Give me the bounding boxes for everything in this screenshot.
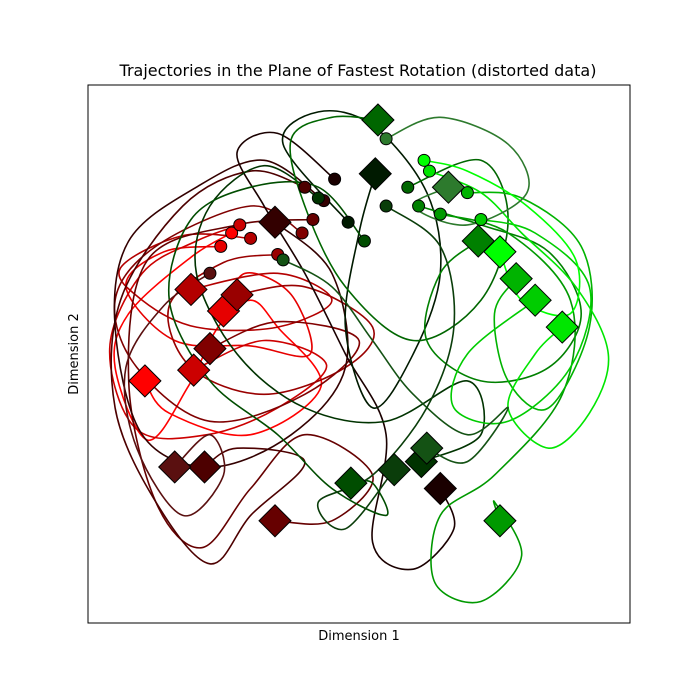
start-marker-7: [306, 213, 320, 226]
end-marker-18: [518, 283, 552, 317]
end-marker-8: [187, 450, 222, 484]
end-marker-9: [258, 205, 292, 239]
end-marker-22: [410, 431, 444, 465]
end-marker-17: [499, 261, 533, 296]
trajectory-line-18: [450, 218, 592, 425]
end-marker-7: [258, 504, 292, 538]
start-marker-8: [298, 180, 312, 194]
start-marker-16: [433, 207, 447, 221]
trajectory-line-15: [418, 205, 582, 384]
start-marker-1: [225, 226, 239, 240]
start-marker-23: [379, 199, 393, 213]
trajectory-line-22: [282, 259, 509, 464]
axes-frame: [87, 84, 631, 624]
start-marker-21: [379, 132, 393, 146]
end-marker-1: [128, 364, 162, 398]
start-marker-2: [214, 239, 228, 253]
trajectory-line-8: [110, 169, 306, 565]
end-marker-20: [483, 235, 517, 269]
end-marker-19: [545, 310, 579, 344]
trajectory-line-23: [316, 205, 456, 531]
start-marker-18: [474, 213, 488, 226]
end-marker-3: [176, 353, 211, 387]
trajectory-line-2: [125, 245, 313, 358]
end-marker-4: [174, 272, 208, 307]
end-marker-5: [220, 278, 254, 312]
start-marker-13: [357, 234, 371, 248]
end-marker-10: [423, 471, 458, 506]
end-marker-16: [483, 504, 517, 538]
chart-title: Trajectories in the Plane of Fastest Rot…: [119, 61, 597, 80]
trajectory-line-16: [430, 213, 576, 604]
trajectory-line-14: [289, 115, 509, 342]
y-axis-label: Dimension 2: [67, 313, 82, 395]
start-marker-3: [233, 218, 247, 232]
trajectory-line-10: [236, 131, 456, 571]
end-marker-14: [361, 103, 395, 137]
trajectory-line-24: [123, 272, 226, 517]
trajectory-markers: [128, 103, 579, 538]
start-marker-15: [412, 199, 426, 213]
start-marker-11: [341, 215, 355, 229]
end-marker-24: [158, 450, 192, 484]
start-marker-4: [244, 231, 258, 245]
trajectory-line-17: [467, 191, 593, 411]
trajectory-line-19: [429, 170, 610, 450]
start-marker-19: [422, 164, 436, 178]
trajectory-line-3: [108, 224, 328, 440]
end-marker-11: [358, 157, 392, 191]
start-marker-24: [203, 266, 217, 280]
start-marker-22: [276, 253, 290, 267]
start-marker-12: [311, 191, 325, 205]
plot-area: [108, 103, 610, 604]
trajectory-line-12: [194, 164, 486, 463]
start-marker-17: [460, 186, 474, 200]
x-axis-label: Dimension 1: [318, 629, 400, 644]
end-marker-21: [431, 170, 466, 204]
start-marker-14: [401, 180, 415, 194]
end-marker-13: [334, 466, 368, 500]
start-marker-6: [295, 226, 309, 240]
start-marker-10: [328, 172, 342, 186]
end-marker-6: [193, 331, 227, 366]
end-marker-23: [377, 452, 411, 487]
start-marker-20: [417, 153, 431, 167]
